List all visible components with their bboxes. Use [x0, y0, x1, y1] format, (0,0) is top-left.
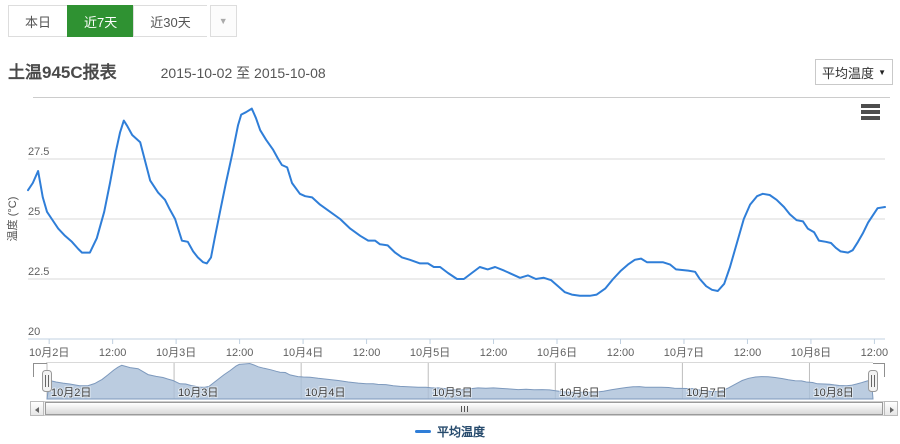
date-range-label: 2015-10-02 至 2015-10-08 — [160, 65, 326, 81]
x-axis-label: 12:00 — [353, 347, 381, 359]
navigator-outline-right — [873, 363, 885, 377]
x-axis-label: 10月5日 — [410, 347, 450, 359]
tab-today[interactable]: 本日 — [8, 5, 68, 37]
export-menu-icon[interactable] — [861, 104, 880, 122]
scrollbar-track[interactable] — [44, 401, 884, 416]
legend-label: 平均温度 — [436, 425, 485, 439]
navigator-outline-left — [33, 363, 47, 377]
y-axis-label: 22.5 — [28, 266, 49, 278]
y-axis-label: 25 — [28, 206, 40, 218]
scrollbar-right-button[interactable] — [884, 401, 898, 416]
report-header: 土温945C报表 2015-10-02 至 2015-10-08 — [8, 58, 326, 83]
chevron-down-icon: ▼ — [218, 16, 228, 26]
x-axis-label: 12:00 — [99, 347, 127, 359]
navigator-date-label: 10月2日 — [51, 387, 91, 399]
x-axis-label: 12:00 — [861, 347, 889, 359]
range-tabbar: 本日 近7天 近30天 ▼ — [8, 5, 237, 37]
scrollbar-thumb[interactable] — [45, 402, 883, 415]
more-ranges-button[interactable]: ▼ — [209, 5, 237, 37]
x-axis-label: 12:00 — [734, 347, 762, 359]
chevron-down-icon: ▼ — [878, 67, 886, 77]
header-divider — [33, 97, 890, 98]
x-axis-label: 12:00 — [607, 347, 635, 359]
navigator-date-label: 10月4日 — [305, 387, 345, 399]
scrollbar-grip-icon — [464, 406, 465, 412]
y-axis-label: 20 — [28, 326, 40, 338]
page-title: 土温945C报表 — [8, 63, 117, 82]
scrollbar-left-button[interactable] — [30, 401, 44, 416]
x-axis-label: 10月6日 — [537, 347, 577, 359]
navigator-handle-right[interactable] — [868, 370, 878, 392]
x-axis-label: 10月7日 — [664, 347, 704, 359]
x-axis-label: 10月4日 — [283, 347, 323, 359]
x-axis-label: 12:00 — [480, 347, 508, 359]
series-select-value: 平均温度 — [822, 65, 875, 81]
navigator-date-label: 10月8日 — [813, 387, 853, 399]
series-select[interactable]: 平均温度 ▼ — [815, 59, 893, 85]
navigator-area — [46, 362, 874, 400]
x-axis-label: 10月2日 — [29, 347, 69, 359]
navigator-date-label: 10月7日 — [686, 387, 726, 399]
x-axis-label: 10月8日 — [791, 347, 831, 359]
y-axis-title: 温度 (°C) — [5, 197, 19, 242]
navigator-date-label: 10月6日 — [559, 387, 599, 399]
y-axis-label: 27.5 — [28, 146, 49, 158]
tab-last30days[interactable]: 近30天 — [133, 5, 207, 37]
legend-line-icon — [414, 430, 431, 433]
navigator-date-label: 10月5日 — [432, 387, 472, 399]
scrollbar — [30, 401, 898, 416]
series-line-avg-temp — [27, 107, 886, 297]
navigator-date-label: 10月3日 — [178, 387, 218, 399]
navigator-handle-left[interactable] — [42, 370, 52, 392]
tab-last7days[interactable]: 近7天 — [67, 5, 134, 37]
legend-item-avg-temp[interactable]: 平均温度 — [414, 423, 485, 440]
x-axis-label: 10月3日 — [156, 347, 196, 359]
x-axis-label: 12:00 — [226, 347, 254, 359]
chart-legend: 平均温度 — [0, 423, 900, 440]
